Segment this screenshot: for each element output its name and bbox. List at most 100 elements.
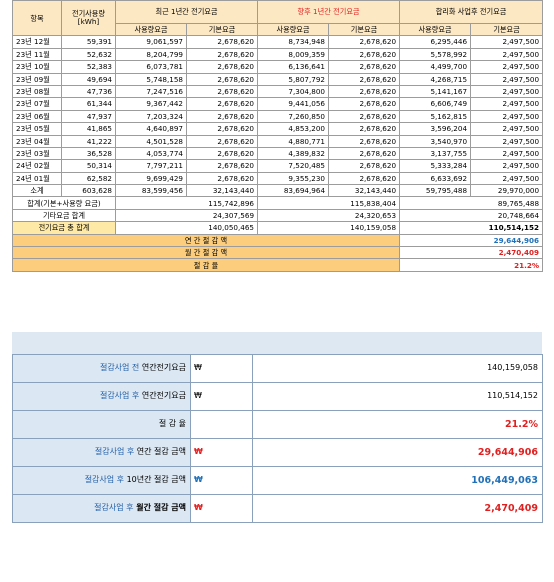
other-fee-label: 기타요금 합계 xyxy=(12,208,116,223)
summary-row-after: 절감사업 후 연간전기요금 ₩ 110,514,152 xyxy=(12,381,543,411)
won-sign: ₩ xyxy=(190,353,253,383)
fee-cell: 2,678,620 xyxy=(185,134,259,148)
usage-cell: 41,222 xyxy=(61,134,116,148)
fee-cell: 9,061,597 xyxy=(115,35,187,49)
fee-cell: 2,497,500 xyxy=(470,97,544,111)
fee-cell: 2,678,620 xyxy=(328,47,401,62)
total-after: 110,514,152 xyxy=(399,221,544,235)
summary-row-before: 절감사업 전 연간전기요금 ₩ 140,159,058 xyxy=(12,353,543,383)
month-cell: 23년 11월 xyxy=(12,47,62,62)
monthly-saving-amount: 2,470,409 xyxy=(252,493,543,523)
header-usage: 전기사용량 [kWh] xyxy=(61,0,116,37)
sum-value-after: 89,765,488 xyxy=(399,196,544,210)
label-rest: 연간 절감 금액 xyxy=(134,447,186,457)
sum-value-next: 115,838,404 xyxy=(257,196,401,210)
spacer xyxy=(12,271,542,332)
subtotal-cell: 83,694,964 xyxy=(257,184,330,198)
label-highlight: 절감사업 후 xyxy=(84,475,125,485)
fee-cell: 6,606,749 xyxy=(399,97,472,111)
fee-cell: 4,268,715 xyxy=(399,72,472,86)
usage-cell: 62,582 xyxy=(61,171,116,186)
saving-rate: 21.2% xyxy=(252,409,543,439)
fee-cell: 9,441,056 xyxy=(257,97,330,111)
annual-saving-label: 연 간 절 감 액 xyxy=(11,233,401,248)
label-rest: 연간전기요금 xyxy=(139,363,186,373)
label-highlight: 절감사업 후 xyxy=(94,447,135,457)
table-row: 23년 08월 47,736 7,247,516 2,678,620 7,304,800… xyxy=(12,84,544,99)
table-row: 23년 09월 49,694 5,748,158 2,678,620 5,807,792… xyxy=(12,72,544,86)
fee-cell: 5,748,158 xyxy=(115,72,187,86)
annual-saving-row: 연 간 절 감 액 29,644,906 xyxy=(11,233,544,248)
fee-cell: 4,501,528 xyxy=(115,134,187,148)
month-cell: 23년 10월 xyxy=(12,60,62,74)
fee-cell: 2,678,620 xyxy=(185,47,259,62)
won-sign: ₩ xyxy=(190,493,253,523)
electricity-cost-table: 항목 전기사용량 [kWh] 최근 1년간 전기요금 향후 1년간 전기요금 합… xyxy=(11,0,544,272)
table-row: 23년 10월 52,383 6,073,781 2,678,620 6,136,641… xyxy=(12,60,544,74)
fee-cell: 2,678,620 xyxy=(328,171,401,186)
saving-rate-row: 절 감 율 21.2% xyxy=(11,258,544,272)
fee-cell: 2,497,500 xyxy=(470,171,544,186)
fee-cell: 2,678,620 xyxy=(328,97,401,111)
fee-cell: 2,678,620 xyxy=(185,35,259,49)
sum-value-recent: 115,742,896 xyxy=(114,196,259,210)
subtotal-label: 소계 xyxy=(12,184,62,198)
fee-cell: 3,137,755 xyxy=(399,146,472,161)
won-sign: ₩ xyxy=(190,465,253,495)
subtotal-row: 소계 603,628 83,599,456 32,143,440 83,694,… xyxy=(12,184,544,198)
sum-label: 합계(기본+사용량 요금) xyxy=(12,196,116,210)
before-annual-fee: 140,159,058 xyxy=(252,353,543,383)
subtotal-cell: 29,970,000 xyxy=(470,184,544,198)
usage-cell: 52,383 xyxy=(61,60,116,74)
subtotal-usage: 603,628 xyxy=(61,184,116,198)
fee-cell: 8,009,359 xyxy=(257,47,330,62)
monthly-saving-label: 월 간 절 감 액 xyxy=(11,246,401,260)
subheader-base-fee: 기본요금 xyxy=(470,22,544,37)
fee-cell: 2,678,620 xyxy=(328,146,401,161)
header-after-project: 합리화 사업후 전기요금 xyxy=(399,0,544,24)
month-cell: 23년 08월 xyxy=(12,84,62,99)
fee-cell: 6,136,641 xyxy=(257,60,330,74)
summary-label: 절감사업 후 월간 절감 금액 xyxy=(12,493,191,523)
fee-cell: 5,162,815 xyxy=(399,109,472,124)
tenyear-saving-amount: 106,449,063 xyxy=(252,465,543,495)
fee-cell: 7,797,211 xyxy=(115,159,187,173)
fee-cell: 3,540,970 xyxy=(399,134,472,148)
fee-cell: 4,880,771 xyxy=(257,134,330,148)
total-row: 전기요금 총 합계 140,050,465 140,159,058 110,51… xyxy=(12,221,544,235)
month-cell: 23년 06월 xyxy=(12,109,62,124)
month-cell: 23년 03월 xyxy=(12,146,62,161)
fee-cell: 2,678,620 xyxy=(328,35,401,49)
fee-cell: 5,578,992 xyxy=(399,47,472,62)
fee-cell: 7,260,850 xyxy=(257,109,330,124)
total-label: 전기요금 총 합계 xyxy=(12,221,116,235)
fee-cell: 2,497,500 xyxy=(470,134,544,148)
summary-row-annual: 절감사업 후 연간 절감 금액 ₩ 29,644,906 xyxy=(12,437,543,467)
usage-cell: 49,694 xyxy=(61,72,116,86)
subheader-base-fee: 기본요금 xyxy=(328,22,401,37)
label-rest: 10년간 절감 금액 xyxy=(124,475,186,485)
usage-cell: 47,937 xyxy=(61,109,116,124)
fee-cell: 3,596,204 xyxy=(399,122,472,136)
fee-cell: 9,367,442 xyxy=(115,97,187,111)
label-highlight: 절감사업 후 xyxy=(94,503,134,513)
fee-cell: 8,204,799 xyxy=(115,47,187,62)
fee-cell: 2,678,620 xyxy=(185,109,259,124)
subheader-base-fee: 기본요금 xyxy=(185,22,259,37)
table-row: 23년 11월 52,632 8,204,799 2,678,620 8,009,359… xyxy=(12,47,544,62)
subtotal-cell: 32,143,440 xyxy=(328,184,401,198)
header-recent-year: 최근 1년간 전기요금 xyxy=(114,0,259,24)
fee-cell: 9,355,230 xyxy=(257,171,330,186)
monthly-saving-value: 2,470,409 xyxy=(399,246,544,260)
fee-cell: 2,497,500 xyxy=(470,60,544,74)
fee-cell: 6,295,446 xyxy=(399,35,472,49)
month-cell: 24년 02월 xyxy=(12,159,62,173)
fee-cell: 2,678,620 xyxy=(185,72,259,86)
fee-cell: 2,678,620 xyxy=(185,97,259,111)
usage-cell: 59,391 xyxy=(61,35,116,49)
other-fee-after: 20,748,664 xyxy=(399,208,544,223)
summary-row-tenyear: 절감사업 후 10년간 절감 금액 ₩ 106,449,063 xyxy=(12,465,543,495)
fee-cell: 2,678,620 xyxy=(185,122,259,136)
fee-cell: 2,678,620 xyxy=(328,60,401,74)
month-cell: 23년 12월 xyxy=(12,35,62,49)
